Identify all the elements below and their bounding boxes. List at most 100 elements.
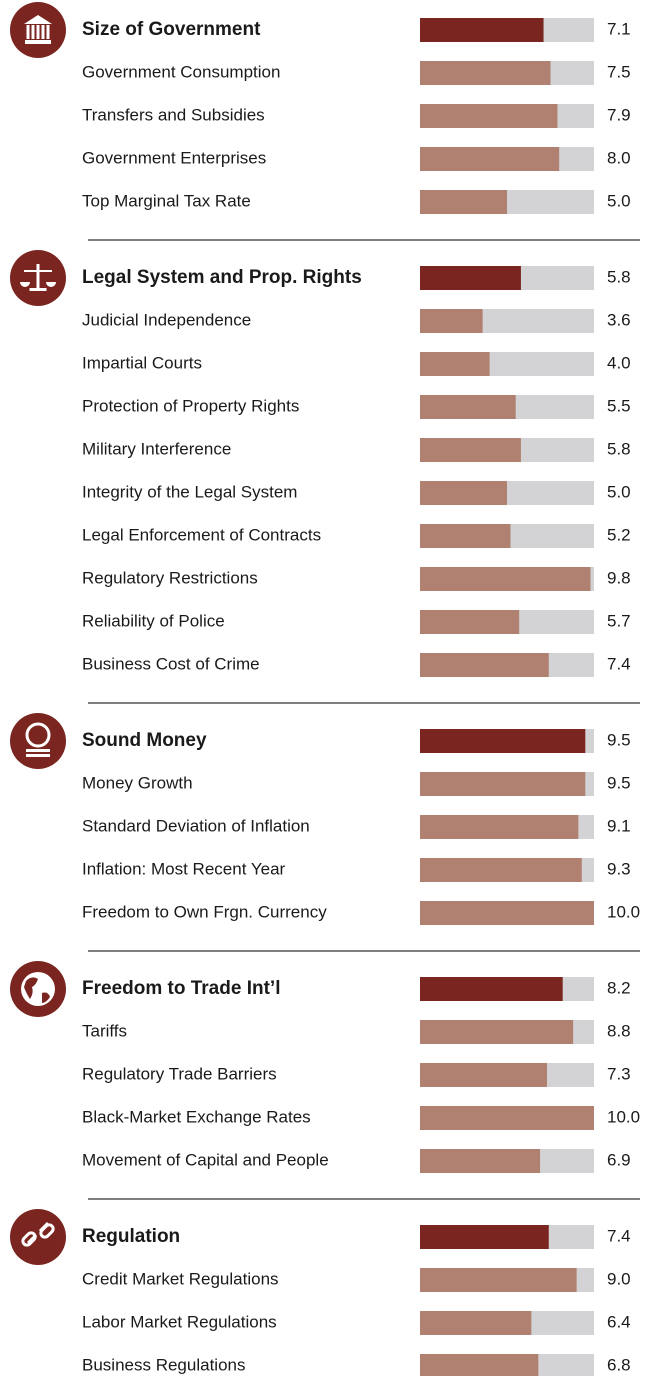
- value-label: 8.0: [607, 148, 631, 167]
- value-label: 7.1: [607, 19, 631, 38]
- value-label: 8.8: [607, 1021, 631, 1040]
- icon-glyph: [26, 25, 30, 39]
- bar: [420, 61, 551, 85]
- total-bar: [420, 266, 521, 290]
- value-label: 7.4: [607, 654, 631, 673]
- total-bar: [420, 977, 563, 1001]
- category-label: Protection of Property Rights: [82, 396, 299, 415]
- value-label: 9.0: [607, 1269, 631, 1288]
- value-label: 9.5: [607, 773, 631, 792]
- category-label: Labor Market Regulations: [82, 1312, 277, 1331]
- value-label: 5.8: [607, 439, 631, 458]
- bar: [420, 772, 586, 796]
- bar: [420, 352, 490, 376]
- category-label: Government Enterprises: [82, 148, 266, 167]
- total-bar: [420, 18, 544, 42]
- value-label: 5.8: [607, 267, 631, 286]
- section-title: Legal System and Prop. Rights: [82, 267, 362, 288]
- category-label: Government Consumption: [82, 62, 280, 81]
- icon-glyph: [24, 977, 50, 1003]
- icon-glyph: [26, 749, 50, 757]
- value-label: 10.0: [607, 1107, 640, 1126]
- category-label: Military Interference: [82, 439, 231, 458]
- category-label: Regulatory Restrictions: [82, 568, 258, 587]
- bar: [420, 1311, 532, 1335]
- category-label: Integrity of the Legal System: [82, 482, 297, 501]
- bar: [420, 858, 582, 882]
- section-icon: [10, 1209, 66, 1265]
- bar: [420, 438, 521, 462]
- bar: [420, 610, 520, 634]
- bar: [420, 1149, 541, 1173]
- category-label: Movement of Capital and People: [82, 1150, 329, 1169]
- icon-glyph: [39, 1223, 55, 1239]
- bar: [420, 104, 558, 128]
- value-label: 7.3: [607, 1064, 631, 1083]
- value-label: 5.2: [607, 525, 631, 544]
- category-label: Regulatory Trade Barriers: [82, 1064, 277, 1083]
- bar: [420, 1268, 577, 1292]
- category-label: Standard Deviation of Inflation: [82, 816, 310, 835]
- bar: [420, 1106, 594, 1130]
- category-label: Legal Enforcement of Contracts: [82, 525, 321, 544]
- value-label: 5.7: [607, 611, 631, 630]
- icon-glyph: [21, 1231, 37, 1247]
- section-title: Freedom to Trade Int’l: [82, 978, 280, 999]
- icon-glyph: [36, 25, 40, 39]
- value-label: 9.1: [607, 816, 631, 835]
- category-label: Transfers and Subsidies: [82, 105, 265, 124]
- section-title: Sound Money: [82, 730, 207, 751]
- value-label: 3.6: [607, 310, 631, 329]
- section-icon: [10, 961, 66, 1017]
- value-label: 7.5: [607, 62, 631, 81]
- icon-glyph: [31, 25, 35, 39]
- value-label: 5.5: [607, 396, 631, 415]
- bar: [420, 1354, 539, 1378]
- category-label: Tariffs: [82, 1021, 127, 1040]
- bar: [420, 653, 549, 677]
- bar: [420, 567, 591, 591]
- icon-circle: [10, 1209, 66, 1265]
- total-bar: [420, 1225, 549, 1249]
- category-label: Money Growth: [82, 773, 193, 792]
- section-title: Regulation: [82, 1226, 180, 1247]
- icon-glyph: [41, 25, 45, 39]
- icon-glyph: [20, 282, 56, 287]
- category-label: Reliability of Police: [82, 611, 225, 630]
- icon-glyph: [24, 264, 52, 291]
- bar: [420, 815, 579, 839]
- total-bar: [420, 729, 586, 753]
- icon-glyph: [25, 722, 51, 748]
- value-label: 6.8: [607, 1355, 631, 1374]
- bar: [420, 1063, 548, 1087]
- value-label: 4.0: [607, 353, 631, 372]
- bar: [420, 147, 560, 171]
- value-label: 8.2: [607, 978, 631, 997]
- value-label: 9.8: [607, 568, 631, 587]
- section-icon: [10, 250, 66, 306]
- section-icon: [10, 713, 66, 769]
- value-label: 6.9: [607, 1150, 631, 1169]
- category-label: Freedom to Own Frgn. Currency: [82, 902, 327, 921]
- value-label: 7.9: [607, 105, 631, 124]
- value-label: 5.0: [607, 191, 631, 210]
- bar: [420, 901, 594, 925]
- bar: [420, 395, 516, 419]
- category-label: Credit Market Regulations: [82, 1269, 279, 1288]
- icon-glyph: [46, 25, 50, 39]
- bar: [420, 1020, 574, 1044]
- category-label: Judicial Independence: [82, 310, 251, 329]
- value-label: 10.0: [607, 902, 640, 921]
- icon-glyph: [24, 15, 52, 44]
- bar: [420, 524, 511, 548]
- value-label: 6.4: [607, 1312, 631, 1331]
- category-label: Inflation: Most Recent Year: [82, 859, 286, 878]
- category-label: Business Cost of Crime: [82, 654, 260, 673]
- category-label: Top Marginal Tax Rate: [82, 191, 251, 210]
- bar: [420, 481, 507, 505]
- section-icon: [10, 2, 66, 58]
- category-label: Business Regulations: [82, 1355, 245, 1374]
- value-label: 7.4: [607, 1226, 631, 1245]
